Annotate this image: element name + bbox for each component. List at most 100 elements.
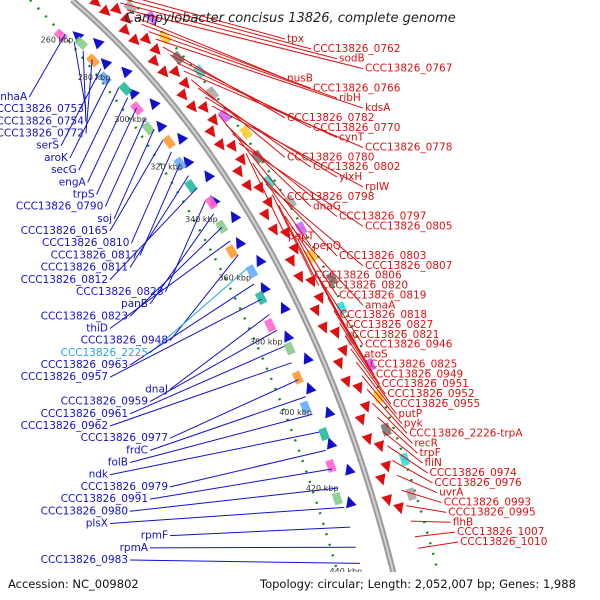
label-connector-line — [327, 297, 369, 365]
label-connector-line — [129, 226, 223, 317]
label-connector-line — [73, 42, 87, 110]
forward-gene-arrow — [337, 344, 348, 357]
reverse-gene-label: rpmF — [141, 530, 168, 542]
reverse-gene-label: secG — [51, 164, 77, 176]
label-connector-line — [232, 133, 338, 217]
reverse-gene-arrow — [92, 37, 105, 50]
forward-gene-arrow — [361, 433, 373, 446]
label-connector-line — [225, 123, 312, 208]
reverse-gene-label: CCC13826_2225 — [61, 347, 148, 359]
label-connector-line — [155, 38, 364, 109]
cog-category-block — [118, 81, 133, 97]
kbp-tick-label: 360 kbp — [218, 274, 251, 283]
cog-category-block — [254, 290, 268, 306]
label-connector-line — [149, 329, 278, 403]
label-connector-line — [271, 194, 313, 276]
reverse-gene-label: CCC13826_0817 — [51, 249, 138, 261]
reverse-gene-label: CCC13826_0823 — [41, 310, 128, 322]
forward-gene-arrow — [119, 12, 132, 24]
reverse-gene-label: folB — [108, 457, 128, 469]
label-connector-line — [129, 413, 313, 464]
label-connector-line — [344, 335, 386, 395]
forward-gene-label: atoS — [364, 349, 388, 361]
label-connector-line — [109, 298, 262, 378]
label-connector-line — [197, 87, 312, 168]
forward-gene-arrow — [313, 291, 324, 305]
reverse-gene-arrow — [260, 282, 271, 295]
reverse-gene-label: CCC13826_0977 — [81, 432, 168, 444]
forward-gene-label: CCC13826_0798 — [287, 191, 374, 203]
label-connector-line — [164, 200, 206, 293]
label-connector-line — [149, 396, 306, 451]
label-connector-line — [350, 348, 392, 405]
forward-gene-arrow — [178, 76, 190, 89]
label-connector-line — [109, 431, 320, 476]
cog-category-block — [318, 427, 330, 442]
forward-gene-arrow — [147, 54, 159, 67]
forward-gene-label: uvrA — [439, 487, 464, 499]
forward-gene-label: CCC13826_0946 — [365, 339, 453, 351]
reverse-gene-label: CCC13826_0165 — [21, 225, 108, 237]
cog-category-block — [73, 36, 89, 51]
label-connector-line — [169, 526, 351, 537]
inner-dotted-ring — [29, 0, 347, 600]
cog-category-block — [291, 370, 304, 385]
forward-gene-arrow — [284, 254, 295, 267]
cog-category-block — [325, 271, 339, 287]
reverse-gene-arrow — [326, 437, 338, 450]
reverse-gene-label: serS — [36, 140, 59, 152]
forward-gene-label: CCC13826_0767 — [365, 63, 452, 75]
label-connector-line — [315, 273, 364, 346]
cog-category-block — [141, 121, 156, 136]
label-connector-line — [238, 143, 364, 227]
label-connector-line — [127, 9, 364, 70]
forward-gene-arrow — [204, 125, 216, 138]
forward-gene-label: CCC13826_0995 — [448, 506, 535, 518]
label-connector-line — [134, 16, 286, 79]
forward-gene-arrow — [305, 274, 316, 288]
reverse-gene-arrow — [306, 382, 317, 395]
forward-gene-arrow — [380, 460, 391, 473]
label-connector-line — [382, 430, 423, 464]
label-connector-line — [149, 468, 333, 500]
forward-gene-label: ribH — [339, 92, 361, 104]
label-connector-line — [377, 416, 418, 454]
label-connector-line — [149, 213, 215, 305]
forward-gene-arrow — [139, 32, 151, 45]
forward-gene-arrow — [332, 357, 343, 370]
label-connector-line — [129, 283, 255, 366]
label-connector-line — [28, 33, 66, 98]
reverse-gene-label: panB — [121, 298, 148, 310]
forward-gene-label: recR — [414, 437, 438, 449]
forward-gene-label: CCC13826_1010 — [460, 536, 547, 548]
forward-gene-arrow — [381, 494, 392, 507]
forward-gene-arrow — [258, 208, 270, 221]
kbp-tick-label: 340 kbp — [185, 215, 218, 224]
reverse-gene-arrow — [100, 58, 113, 70]
forward-gene-label: nusB — [287, 72, 313, 84]
label-connector-line — [149, 268, 247, 354]
forward-gene-arrow — [293, 270, 303, 283]
forward-gene-label: sodB — [339, 53, 365, 65]
reverse-gene-label: ndk — [89, 469, 109, 481]
label-connector-line — [401, 489, 442, 504]
cog-category-block — [204, 195, 219, 210]
label-connector-line — [109, 362, 292, 427]
label-connector-line — [78, 87, 120, 171]
label-connector-line — [104, 118, 146, 207]
forward-gene-label: CCC13826_2226-trpA — [409, 428, 523, 440]
reverse-gene-label: CCC13826_0959 — [61, 396, 148, 408]
label-connector-line — [141, 0, 286, 40]
reverse-gene-label: CCC13826_0811 — [41, 262, 128, 274]
forward-gene-arrow — [118, 23, 130, 36]
forward-gene-arrow — [157, 65, 169, 78]
forward-gene-arrow — [340, 375, 351, 388]
label-connector-line — [291, 226, 364, 306]
kbp-tick-label: 280 kbp — [78, 73, 111, 82]
cog-category-block — [85, 53, 101, 68]
cog-category-block — [144, 10, 160, 25]
forward-gene-arrow — [329, 326, 340, 339]
forward-gene-label: CCC13826_0797 — [339, 211, 426, 223]
label-connector-line — [169, 254, 239, 341]
